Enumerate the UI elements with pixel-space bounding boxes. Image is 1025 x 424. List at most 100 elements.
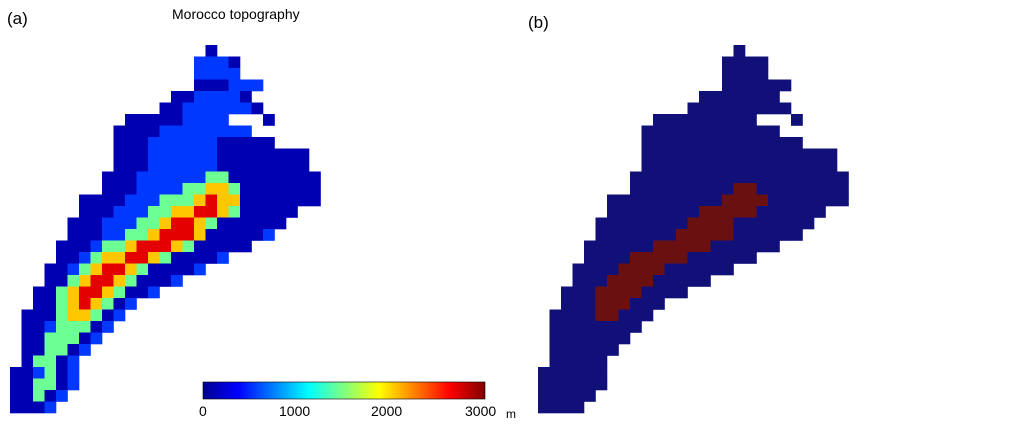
heatmap-cell <box>205 114 218 126</box>
mask-cell <box>837 183 849 195</box>
heatmap-cell <box>148 194 160 207</box>
heatmap-cell <box>125 148 137 161</box>
heatmap-cell <box>159 229 172 241</box>
heatmap-cell <box>194 206 206 218</box>
heatmap-cell <box>67 240 80 253</box>
mask-cell <box>791 217 803 230</box>
mask-cell <box>699 252 711 264</box>
mask-cell <box>595 321 608 333</box>
mask-cell <box>607 217 619 230</box>
mask-cell <box>733 148 746 161</box>
heatmap-cell <box>21 321 34 333</box>
mask-cell <box>825 160 838 172</box>
heatmap-cell <box>194 217 206 230</box>
mask-cell <box>595 275 608 287</box>
heatmap-cell <box>10 401 22 414</box>
mask-cell <box>584 309 596 322</box>
heatmap-cell <box>67 252 80 264</box>
mask-cell <box>676 137 688 149</box>
mask-cell <box>768 229 780 241</box>
heatmap-cell <box>56 252 68 264</box>
heatmap-cell <box>205 206 218 218</box>
heatmap-cell <box>228 229 241 241</box>
heatmap-cell <box>171 171 183 184</box>
heatmap-cell <box>194 102 206 115</box>
heatmap-cell <box>240 91 252 103</box>
heatmap-cell <box>148 229 160 241</box>
heatmap-cell <box>67 298 80 310</box>
mask-cell <box>768 125 780 138</box>
mask-cell <box>584 321 596 333</box>
mask-cell <box>664 286 677 299</box>
heatmap-cell <box>56 332 68 345</box>
mask-cell <box>618 309 631 322</box>
heatmap-cell <box>44 321 57 333</box>
heatmap-cell <box>67 332 80 345</box>
heatmap-cell <box>159 206 172 218</box>
mask-cell <box>802 206 815 218</box>
mask-cell <box>710 252 723 264</box>
mask-cell <box>699 160 711 172</box>
heatmap-cell <box>33 378 45 391</box>
heatmap-cell <box>240 229 252 241</box>
mask-cell <box>779 171 792 184</box>
heatmap-cell <box>136 148 149 161</box>
mask-cell <box>538 390 550 402</box>
mask-cell <box>653 275 665 287</box>
heatmap-cell <box>205 160 218 172</box>
heatmap-cell <box>56 355 68 368</box>
heatmap-cell <box>148 240 160 253</box>
heatmap-cell <box>205 91 218 103</box>
heatmap-cell <box>67 367 80 379</box>
heatmap-cell <box>228 183 241 195</box>
mask-cell-high <box>722 229 734 241</box>
mask-cell <box>641 125 654 138</box>
heatmap-cell <box>228 68 241 80</box>
heatmap-cell <box>148 252 160 264</box>
heatmap-cell <box>90 217 103 230</box>
mask-cell-high <box>699 240 711 253</box>
mask-cell <box>745 102 757 115</box>
mask-cell <box>549 344 562 356</box>
heatmap-cell <box>205 229 218 241</box>
mask-cell <box>837 194 849 207</box>
mask-cell <box>722 102 734 115</box>
mask-cell <box>699 102 711 115</box>
heatmap-cell <box>159 217 172 230</box>
mask-cell-high <box>756 194 769 207</box>
mask-cell <box>595 252 608 264</box>
heatmap-cell <box>136 240 149 253</box>
mask-cell <box>572 367 585 379</box>
heatmap-cell <box>113 137 126 149</box>
mask-cell <box>676 114 688 126</box>
mask-cell <box>572 344 585 356</box>
heatmap-cell <box>240 217 252 230</box>
mask-cell <box>722 56 734 69</box>
mask-cell <box>687 183 700 195</box>
mask-cell <box>756 91 769 103</box>
mask-cell <box>733 79 746 92</box>
heatmap-cell <box>171 217 183 230</box>
mask-cell-high <box>699 217 711 230</box>
heatmap-cell <box>228 125 241 138</box>
heatmap-cell <box>274 183 287 195</box>
mask-cell <box>538 378 550 391</box>
mask-cell <box>733 217 746 230</box>
mask-cell <box>641 160 654 172</box>
heatmap-cell <box>182 252 195 264</box>
heatmap-cell <box>182 160 195 172</box>
mask-cell <box>814 183 826 195</box>
heatmap-cell <box>286 183 298 195</box>
heatmap-cell <box>125 183 137 195</box>
mask-cell <box>733 56 746 69</box>
heatmap-cell <box>159 252 172 264</box>
mask-cell <box>676 171 688 184</box>
mask-cell <box>768 148 780 161</box>
heatmap-cell <box>194 148 206 161</box>
mask-cell-high <box>653 252 665 264</box>
mask-cell <box>584 390 596 402</box>
heatmap-cell <box>217 56 229 69</box>
mask-cell <box>664 137 677 149</box>
mask-cell <box>687 137 700 149</box>
